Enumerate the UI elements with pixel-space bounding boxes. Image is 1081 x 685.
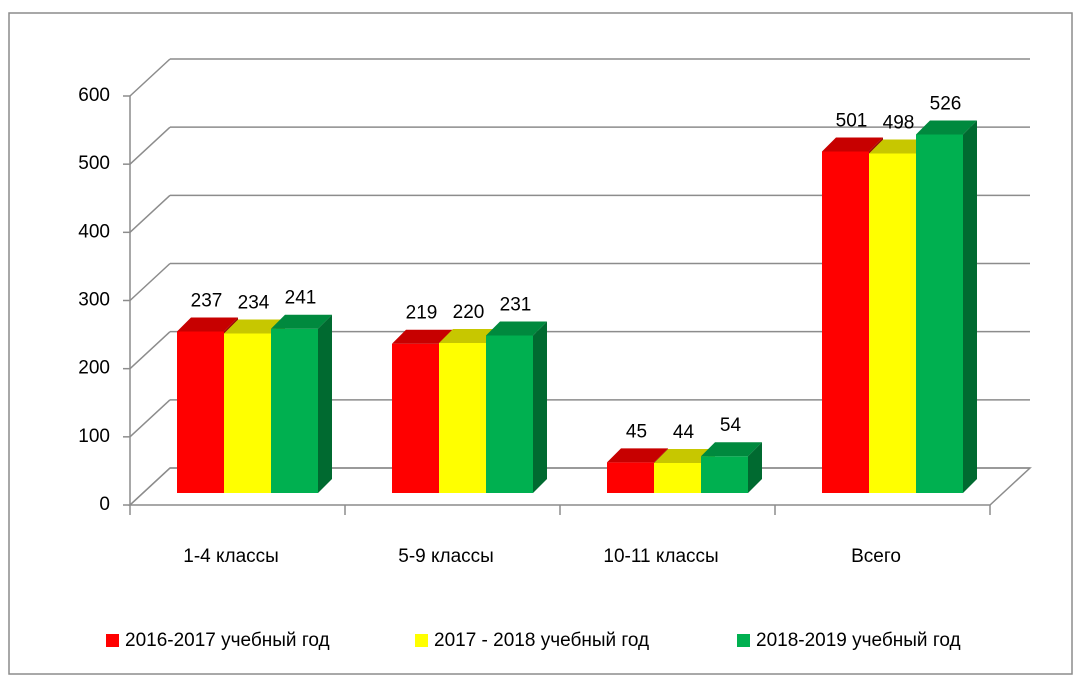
- bar-front: [486, 335, 533, 493]
- value-label: 219: [406, 303, 438, 324]
- y-tick-label: 200: [78, 358, 110, 379]
- bar-top: [224, 319, 285, 334]
- bar-top: [392, 329, 453, 344]
- bar: [916, 120, 977, 494]
- grid-line: [129, 331, 171, 370]
- legend-label: 2017 - 2018 учебный год: [434, 630, 649, 651]
- y-tick-label: 300: [78, 290, 110, 311]
- bar-top: [869, 139, 930, 154]
- bar-front: [607, 462, 654, 493]
- x-tick-label: Всего: [851, 546, 901, 567]
- legend-marker: [737, 634, 750, 647]
- bar-top: [486, 321, 547, 336]
- y-tick-label: 400: [78, 221, 110, 242]
- value-label: 241: [285, 288, 317, 309]
- bar-side: [318, 314, 332, 493]
- bar-front: [392, 343, 439, 493]
- legend-marker: [415, 634, 428, 647]
- value-label: 44: [673, 422, 695, 443]
- bar-front: [869, 153, 916, 493]
- y-tick-label: 100: [78, 426, 110, 447]
- bar-side: [748, 442, 762, 493]
- x-tick-label: 5-9 классы: [398, 546, 494, 567]
- y-tick-label: 600: [78, 85, 110, 106]
- bar-side: [963, 120, 977, 494]
- grid-line: [129, 194, 171, 233]
- bar-top: [701, 442, 762, 457]
- bar-front: [224, 333, 271, 493]
- bar-front: [701, 456, 748, 493]
- grid-line: [129, 58, 171, 97]
- bar-front: [822, 151, 869, 494]
- y-tick-label: 500: [78, 153, 110, 174]
- value-label: 526: [930, 93, 962, 114]
- bar-side: [533, 321, 547, 493]
- grid-line: [129, 262, 171, 302]
- bar: [271, 314, 332, 493]
- value-label: 231: [500, 295, 532, 316]
- x-tick-label: 1-4 классы: [183, 546, 279, 567]
- bar-front: [439, 343, 486, 493]
- value-label: 54: [720, 415, 742, 436]
- grid-line: [129, 126, 171, 165]
- bar-top: [177, 317, 238, 332]
- legend-label: 2018-2019 учебный год: [756, 630, 961, 651]
- bar: [486, 321, 547, 493]
- value-label: 234: [238, 293, 270, 314]
- bar-top: [654, 449, 715, 464]
- bar-top: [607, 448, 668, 463]
- grid-line: [129, 467, 171, 506]
- legend-label: 2016-2017 учебный год: [125, 630, 330, 651]
- bar-front: [916, 134, 963, 493]
- bar-top: [916, 120, 977, 135]
- bar-top: [271, 314, 332, 329]
- value-label: 237: [191, 290, 223, 311]
- grid-line: [129, 399, 171, 438]
- y-tick-label: 0: [99, 494, 110, 515]
- x-tick-label: 10-11 классы: [603, 546, 718, 567]
- bar-top: [822, 137, 883, 152]
- bar-front: [177, 331, 224, 493]
- value-label: 501: [836, 111, 868, 132]
- value-label: 220: [453, 302, 485, 323]
- bar-front: [271, 328, 318, 493]
- legend-marker: [106, 634, 119, 647]
- bar-top: [439, 329, 500, 344]
- value-label: 45: [626, 421, 647, 442]
- value-label: 498: [883, 113, 915, 134]
- bar-front: [654, 463, 701, 493]
- bar: [701, 442, 762, 493]
